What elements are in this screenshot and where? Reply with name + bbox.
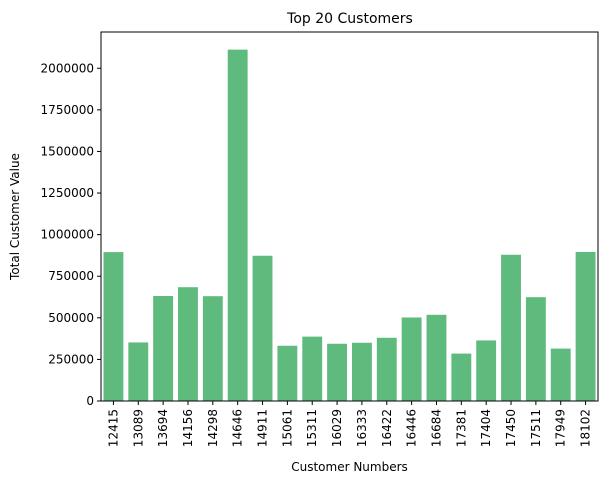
y-tick-label: 750000 [48,269,94,283]
x-tick-label: 15061 [280,409,294,447]
x-tick-label: 17511 [529,409,543,447]
y-tick-label: 1500000 [41,144,94,158]
bar-17511 [525,297,546,401]
x-tick-label: 16422 [380,409,394,447]
y-axis-ticks: 0 250000 500000 750000 1000000 1250000 1500000… [41,61,101,408]
bar-16029 [327,343,348,401]
chart-title: Top 20 Customers [286,11,413,27]
plot-frame [100,31,599,402]
x-tick-label: 16684 [429,409,443,447]
x-tick-label: 17949 [554,409,568,447]
y-tick-label: 1000000 [41,228,94,242]
bar-14298 [202,296,223,401]
y-tick-label: 250000 [48,352,94,366]
bar-14646 [227,49,248,402]
y-tick-label: 2000000 [41,61,94,75]
bar-16422 [376,337,397,401]
bar-16333 [351,342,372,401]
x-tick-label: 17450 [504,409,518,447]
bar-17381 [451,353,472,401]
bar-12415 [103,252,124,401]
x-tick-label: 14911 [256,409,270,447]
y-tick-label: 500000 [48,311,94,325]
x-tick-label: 17404 [479,409,493,447]
y-tick-label: 1250000 [41,186,94,200]
x-tick-label: 16333 [355,409,369,447]
bar-14156 [178,287,198,401]
x-tick-label: 12415 [106,409,120,447]
bar-15311 [302,336,323,401]
bar-17450 [501,254,521,401]
x-tick-label: 18102 [579,409,593,447]
x-tick-label: 13089 [131,409,145,447]
y-axis-title: Total Customer Value [8,153,22,281]
bar-17949 [550,348,571,401]
bar-13694 [153,296,174,401]
bar-16446 [401,317,422,401]
y-tick-label: 1750000 [41,103,94,117]
x-tick-label: 13694 [156,409,170,447]
bars-group [103,49,596,402]
x-tick-label: 17381 [454,409,468,447]
x-tick-label: 15311 [305,409,319,447]
bar-18102 [575,251,596,401]
x-tick-label: 14298 [206,409,220,447]
x-tick-label: 14156 [181,409,195,447]
x-axis-title: Customer Numbers [291,460,408,474]
bar-15061 [277,345,298,401]
bar-17404 [476,340,497,401]
bar-14911 [252,255,273,401]
x-axis-ticks: 12415 13089 13694 14156 14298 14646 14911 15061… [106,401,593,447]
bar-13089 [128,342,149,401]
x-tick-label: 14646 [231,409,245,447]
x-tick-label: 16446 [405,409,419,447]
y-tick-label: 0 [86,394,94,408]
bar-16684 [426,314,447,401]
x-tick-label: 16029 [330,409,344,447]
